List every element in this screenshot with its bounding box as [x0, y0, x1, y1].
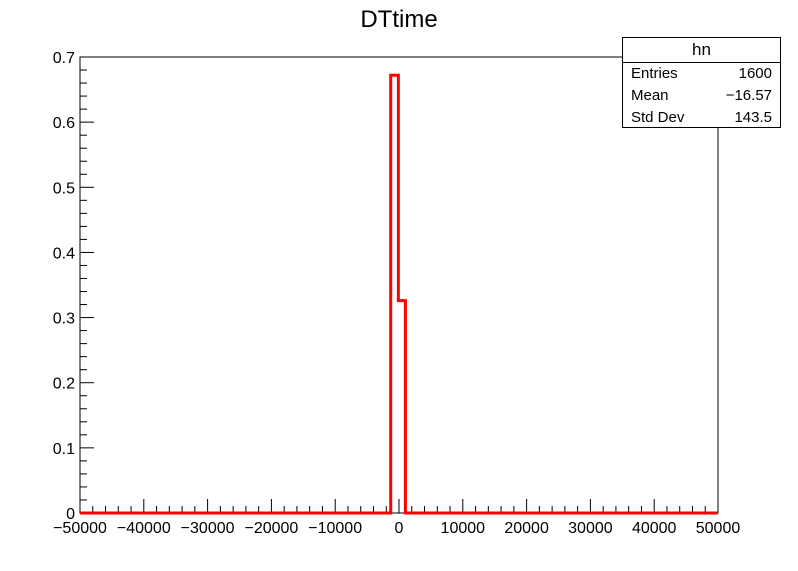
stats-title: hn	[623, 38, 780, 63]
stats-stddev-label: Std Dev	[631, 109, 685, 126]
y-tick-label: 0.2	[53, 376, 75, 393]
stats-row-stddev: Std Dev 143.5	[623, 107, 780, 129]
y-tick-label: 0	[66, 506, 75, 523]
x-tick-label: 20000	[504, 520, 549, 537]
y-tick-label: 0.4	[53, 245, 75, 262]
y-tick-label: 0.6	[53, 115, 75, 132]
x-tick-label: 40000	[632, 520, 677, 537]
x-tick-label: −10000	[308, 520, 362, 537]
stats-mean-value: −16.57	[725, 87, 772, 104]
stats-row-mean: Mean −16.57	[623, 85, 780, 107]
plot-area	[80, 73, 718, 515]
x-tick-label: 0	[395, 520, 404, 537]
y-tick-label: 0.5	[53, 180, 75, 197]
stats-box[interactable]: hn Entries 1600 Mean −16.57 Std Dev 143.…	[622, 37, 781, 128]
chart-title: DTtime	[360, 6, 438, 33]
stats-row-entries: Entries 1600	[623, 63, 780, 85]
stats-entries-label: Entries	[631, 65, 678, 82]
x-tick-label: 30000	[568, 520, 613, 537]
x-tick-label: 10000	[441, 520, 486, 537]
x-tick-label: −20000	[244, 520, 298, 537]
stats-stddev-value: 143.5	[734, 109, 772, 126]
histogram-series	[80, 73, 718, 515]
axes: −50000 −40000 −30000 −20000 −10000 0 10000 2000…	[53, 50, 741, 537]
x-tick-label: 50000	[696, 520, 741, 537]
stats-entries-value: 1600	[738, 65, 772, 82]
x-tick-label: −30000	[181, 520, 235, 537]
y-tick-label: 0.1	[53, 441, 75, 458]
stats-mean-label: Mean	[631, 87, 669, 104]
y-tick-label: 0.7	[53, 50, 75, 67]
y-tick-label: 0.3	[53, 311, 75, 328]
x-tick-label: −40000	[117, 520, 171, 537]
x-tick-label: −50000	[53, 520, 107, 537]
